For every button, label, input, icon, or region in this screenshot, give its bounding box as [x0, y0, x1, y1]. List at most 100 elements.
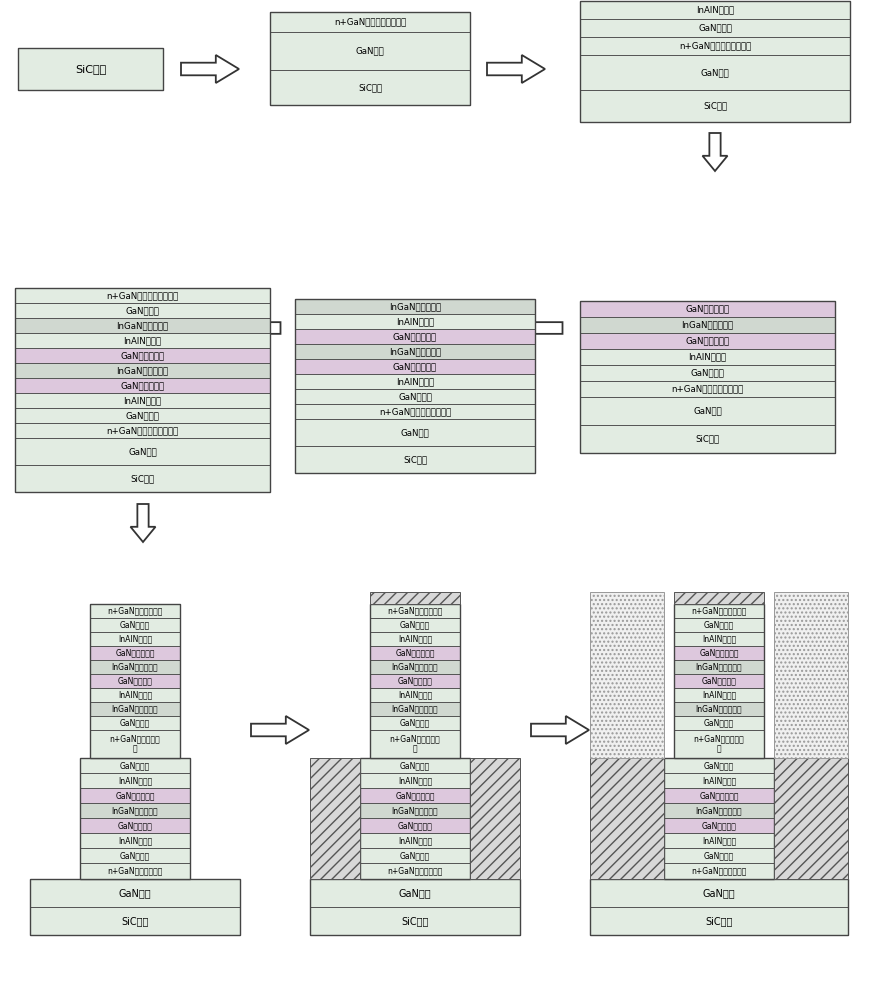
Polygon shape — [225, 315, 281, 341]
Text: n+GaN集电极欧姆接触区: n+GaN集电极欧姆接触区 — [334, 17, 406, 26]
Polygon shape — [507, 315, 562, 341]
Text: GaN主量子阱区: GaN主量子阱区 — [686, 336, 730, 346]
Bar — [310, 758, 360, 879]
Bar — [15, 363, 270, 378]
Text: GaN主量子阱区: GaN主量子阱区 — [121, 381, 164, 390]
Bar — [80, 758, 190, 773]
Text: GaN隔离区: GaN隔离区 — [120, 851, 150, 860]
Bar — [15, 318, 270, 333]
Text: n+GaN集电极欧姆接触区: n+GaN集电极欧姆接触区 — [379, 407, 451, 416]
Polygon shape — [702, 133, 727, 171]
Text: InAlN势垒区: InAlN势垒区 — [396, 317, 434, 326]
Bar — [310, 907, 520, 935]
Polygon shape — [130, 504, 156, 542]
Bar — [295, 404, 535, 419]
Text: InGaN子量子阱区: InGaN子量子阱区 — [681, 320, 733, 330]
Bar — [664, 803, 774, 818]
Bar — [590, 907, 848, 935]
Bar — [664, 788, 774, 803]
Text: InAlN势垒区: InAlN势垒区 — [398, 690, 432, 700]
Text: n+GaN集电极欧姆接触区: n+GaN集电极欧姆接触区 — [679, 41, 751, 50]
Bar — [674, 604, 764, 758]
Bar — [360, 788, 470, 803]
Text: GaN主量子阱区: GaN主量子阱区 — [395, 648, 434, 658]
Text: InAlN势垒区: InAlN势垒区 — [398, 635, 432, 644]
Text: InGaN子量子阱区: InGaN子量子阱区 — [696, 662, 742, 672]
Bar — [270, 12, 470, 105]
Text: InGaN子量子阱区: InGaN子量子阱区 — [112, 806, 158, 815]
Text: SiC衬底: SiC衬底 — [703, 102, 727, 110]
Text: InGaN子量子阱区: InGaN子量子阱区 — [116, 321, 169, 330]
Bar — [590, 879, 848, 907]
Bar — [774, 758, 848, 879]
Bar — [90, 618, 180, 632]
Text: GaN隔离区: GaN隔离区 — [125, 306, 159, 315]
Text: SiC衬底: SiC衬底 — [695, 434, 720, 444]
Bar — [90, 716, 180, 730]
Bar — [360, 758, 470, 773]
Text: InGaN子量子阱区: InGaN子量子阱区 — [112, 662, 158, 672]
Bar — [18, 48, 163, 90]
Bar — [30, 907, 240, 935]
Bar — [674, 604, 764, 618]
Bar — [580, 349, 835, 365]
Bar — [580, 1, 850, 122]
Text: GaN隔离区: GaN隔离区 — [125, 411, 159, 420]
Text: GaN外延: GaN外延 — [700, 68, 729, 77]
Bar — [470, 758, 520, 879]
Bar — [664, 773, 774, 788]
Polygon shape — [531, 716, 589, 744]
Bar — [580, 37, 850, 55]
Text: InGaN子量子阱区: InGaN子量子阱区 — [696, 704, 742, 714]
Bar — [90, 660, 180, 674]
Text: n+GaN集电极欧姆区: n+GaN集电极欧姆区 — [388, 866, 442, 876]
Text: GaN隔离区: GaN隔离区 — [704, 620, 734, 630]
Bar — [15, 465, 270, 492]
Bar — [270, 32, 470, 70]
Text: GaN主量子阱区: GaN主量子阱区 — [121, 351, 164, 360]
Bar — [15, 333, 270, 348]
Text: InGaN子量子阱区: InGaN子量子阱区 — [112, 704, 158, 714]
Bar — [580, 55, 850, 90]
Bar — [370, 716, 460, 730]
Bar — [360, 863, 470, 879]
Bar — [90, 702, 180, 716]
Bar — [360, 833, 470, 848]
Bar — [15, 393, 270, 408]
Text: GaN主量子阱区: GaN主量子阱区 — [393, 362, 437, 371]
Text: GaN隔离区: GaN隔离区 — [704, 718, 734, 728]
Text: GaN外延: GaN外延 — [355, 46, 384, 55]
Bar — [370, 660, 460, 674]
Text: n+GaN发射极欧姆
区: n+GaN发射极欧姆 区 — [109, 735, 161, 753]
Bar — [90, 730, 180, 758]
Bar — [580, 365, 835, 381]
Bar — [664, 848, 774, 863]
Bar — [295, 374, 535, 389]
Bar — [580, 301, 835, 453]
Text: GaN外延: GaN外延 — [693, 406, 722, 416]
Bar — [590, 592, 664, 758]
Text: n+GaN发射极欧姆
区: n+GaN发射极欧姆 区 — [693, 735, 745, 753]
Polygon shape — [181, 55, 239, 83]
Bar — [90, 646, 180, 660]
Bar — [295, 314, 535, 329]
Bar — [90, 674, 180, 688]
Text: InAlN势垒区: InAlN势垒区 — [118, 836, 152, 845]
Bar — [664, 758, 774, 773]
Bar — [15, 423, 270, 438]
Bar — [370, 646, 460, 660]
Bar — [15, 408, 270, 423]
Text: GaN隔离区: GaN隔离区 — [698, 23, 732, 32]
Text: GaN隔离区: GaN隔离区 — [691, 368, 725, 377]
Bar — [674, 592, 764, 604]
Bar — [295, 329, 535, 344]
Bar — [664, 863, 774, 879]
Text: n+GaN集电极欧姆区: n+GaN集电极欧姆区 — [388, 606, 442, 615]
Bar — [580, 333, 835, 349]
Text: GaN隔离区: GaN隔离区 — [400, 718, 430, 728]
Bar — [674, 702, 764, 716]
Bar — [580, 317, 835, 333]
Text: n+GaN集电极欧姆区: n+GaN集电极欧姆区 — [107, 606, 163, 615]
Bar — [674, 674, 764, 688]
Bar — [295, 299, 535, 473]
